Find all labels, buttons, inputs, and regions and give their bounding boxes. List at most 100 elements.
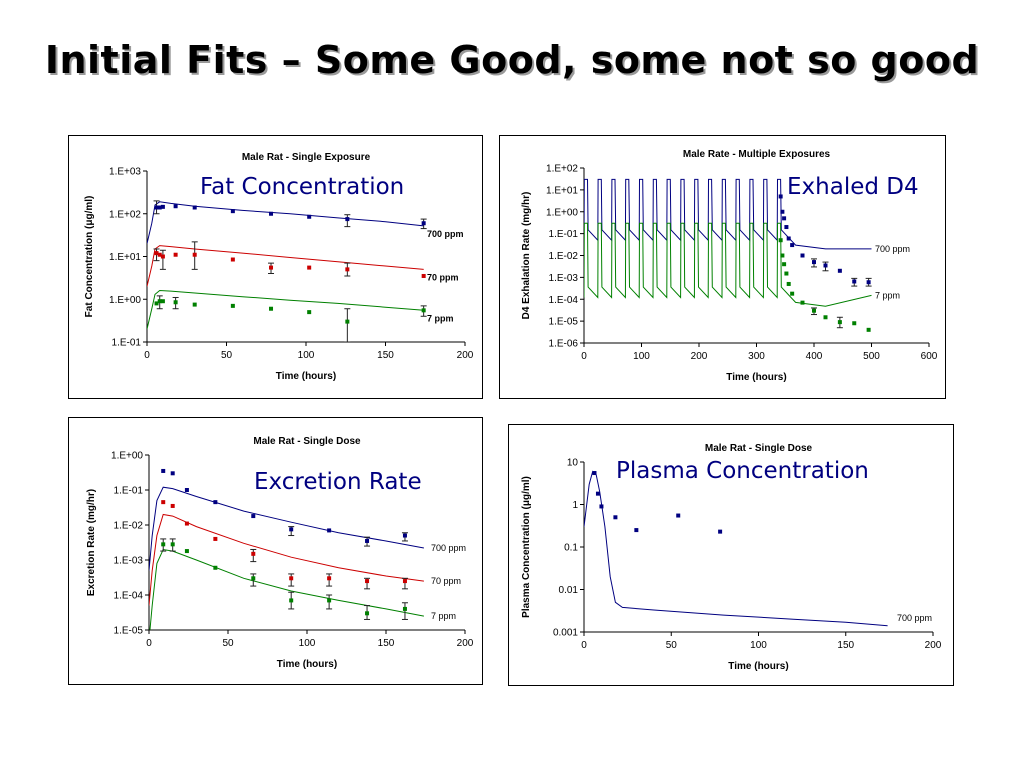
excretion-data-point-700-ppm — [170, 471, 175, 476]
plasma-data-point-700-ppm — [676, 513, 681, 518]
excretion-data-point-700-ppm — [289, 527, 294, 532]
exhaled-data-point-7-ppm — [837, 320, 842, 325]
fat-y-tick-label: 1.E+02 — [109, 209, 141, 220]
plasma-series-line-700-ppm — [584, 470, 888, 627]
fat-series-line-7-ppm — [147, 289, 424, 330]
exhaled-data-point-7-ppm — [852, 321, 857, 326]
fat-y-tick-label: 1.E-01 — [112, 338, 142, 349]
plasma-plot-area — [584, 470, 888, 627]
exhaled-chart: Male Rate - Multiple Exposures 1.E-06 1.E-… — [521, 149, 938, 383]
fat-data-point-7-ppm — [345, 319, 350, 324]
plasma-data-point-700-ppm — [595, 491, 600, 496]
exhaled-title: Male Rate - Multiple Exposures — [683, 149, 831, 160]
exhaled-y-tick-label: 1.E+00 — [546, 207, 578, 218]
excretion-x-tick-label: 50 — [222, 638, 234, 649]
excretion-y-axis-label: Excretion Rate (mg/hr) — [86, 489, 97, 596]
fat-data-point-700-ppm — [421, 221, 426, 226]
fat-series-label-7-ppm: 7 ppm — [427, 313, 454, 323]
exhaled-y-tick-label: 1.E+02 — [546, 164, 578, 175]
fat-data-point-7-ppm — [307, 310, 312, 315]
exhaled-x-tick-label: 400 — [806, 351, 823, 362]
exhaled-y-axis-label: D4 Exhalation Rate (mg/hr) — [521, 192, 532, 320]
plasma-x-tick-label: 50 — [666, 640, 678, 651]
excretion-data-point-70-ppm — [327, 576, 332, 581]
fat-data-point-7-ppm — [154, 301, 159, 306]
fat-data-point-700-ppm — [173, 204, 178, 209]
fat-x-axis-label: Time (hours) — [276, 371, 336, 382]
exhaled-data-point-700-ppm — [800, 253, 805, 258]
excretion-data-point-70-ppm — [213, 536, 218, 541]
exhaled-data-point-7-ppm — [812, 308, 816, 313]
fat-data-point-7-ppm — [160, 299, 165, 304]
fat-data-point-7-ppm — [173, 300, 178, 305]
plasma-x-tick-label: 150 — [837, 640, 854, 651]
excretion-data-point-700-ppm — [365, 538, 370, 543]
fat-data-point-700-ppm — [345, 217, 350, 222]
excretion-data-point-700-ppm — [251, 514, 256, 519]
fat-y-tick-label: 1.E+03 — [109, 167, 141, 178]
excretion-x-axis-label: Time (hours) — [277, 659, 337, 670]
fat-data-point-700-ppm — [157, 205, 162, 210]
excretion-overlay-label: Excretion Rate — [252, 467, 424, 497]
excretion-y-tick-label: 1.E-05 — [114, 626, 144, 637]
exhaled-data-point-7-ppm — [786, 281, 791, 286]
excretion-data-point-70-ppm — [161, 500, 166, 505]
exhaled-data-point-7-ppm — [790, 291, 795, 296]
fat-data-point-70-ppm — [173, 252, 178, 257]
exhaled-data-point-700-ppm — [812, 260, 816, 265]
excretion-x-tick-label: 150 — [378, 638, 395, 649]
fat-data-point-70-ppm — [160, 254, 165, 259]
excretion-x-tick-label: 0 — [146, 638, 152, 649]
fat-series-label-700-ppm: 700 ppm — [427, 229, 464, 239]
exhaled-series-line-7-ppm — [584, 222, 872, 307]
fat-data-point-70-ppm — [345, 267, 350, 272]
excretion-y-tick-label: 1.E-04 — [114, 591, 144, 602]
exhaled-y-tick-label: 1.E-02 — [549, 251, 579, 262]
exhaled-series-label-700-ppm: 700 ppm — [875, 244, 910, 254]
exhaled-data-point-700-ppm — [790, 243, 795, 248]
excretion-data-point-7-ppm — [251, 576, 256, 581]
fat-x-tick-label: 50 — [221, 350, 233, 361]
plasma-title: Male Rat - Single Dose — [705, 443, 813, 454]
fat-data-point-700-ppm — [269, 211, 274, 216]
fat-data-point-7-ppm — [230, 303, 235, 308]
fat-data-point-700-ppm — [307, 214, 312, 219]
exhaled-x-tick-label: 300 — [748, 351, 765, 362]
fat-data-point-70-ppm — [269, 265, 274, 270]
fat-x-tick-label: 200 — [457, 350, 474, 361]
exhaled-data-point-700-ppm — [786, 236, 791, 241]
plasma-data-point-700-ppm — [613, 515, 618, 520]
fat-data-point-7-ppm — [157, 299, 162, 304]
exhaled-x-tick-label: 600 — [921, 351, 938, 362]
excretion-x-tick-label: 200 — [457, 638, 474, 649]
exhaled-x-tick-label: 500 — [863, 351, 880, 362]
excretion-data-point-700-ppm — [402, 533, 407, 538]
plasma-x-axis-label: Time (hours) — [728, 661, 788, 672]
slide-title: Initial Fits – Some Good, some not so go… — [44, 38, 980, 82]
fat-data-point-7-ppm — [421, 308, 426, 313]
plasma-y-tick-label: 0.1 — [564, 543, 578, 554]
excretion-data-point-70-ppm — [289, 576, 294, 581]
fat-data-point-700-ppm — [154, 205, 159, 210]
excretion-chart: Male Rat - Single Dose 1.E-05 1.E-04 1.E-03… — [86, 436, 474, 670]
exhaled-y-tick-label: 1.E-06 — [549, 339, 579, 350]
excretion-data-point-7-ppm — [365, 611, 370, 616]
excretion-data-point-7-ppm — [184, 549, 189, 554]
fat-data-point-7-ppm — [269, 306, 274, 311]
fat-data-point-70-ppm — [230, 257, 235, 262]
exhaled-series-label-7-ppm: 7 ppm — [875, 290, 900, 300]
exhaled-data-point-7-ppm — [782, 262, 787, 267]
excretion-data-point-700-ppm — [213, 500, 218, 505]
excretion-data-point-7-ppm — [213, 565, 218, 570]
exhaled-y-tick-label: 1.E-05 — [549, 317, 579, 328]
fat-data-point-700-ppm — [192, 205, 197, 210]
fat-chart: Male Rat - Single Exposure 1.E-01 1.E+00 1.… — [84, 152, 474, 382]
fat-title: Male Rat - Single Exposure — [242, 152, 371, 163]
exhaled-x-tick-label: 200 — [691, 351, 708, 362]
exhaled-y-tick-label: 1.E-01 — [549, 229, 579, 240]
plasma-data-point-700-ppm — [634, 528, 639, 533]
excretion-y-tick-label: 1.E-02 — [114, 521, 144, 532]
plasma-y-axis-label: Plasma Concentration (μg/ml) — [521, 476, 532, 618]
exhaled-data-point-7-ppm — [780, 253, 785, 258]
excretion-title: Male Rat - Single Dose — [253, 436, 361, 447]
